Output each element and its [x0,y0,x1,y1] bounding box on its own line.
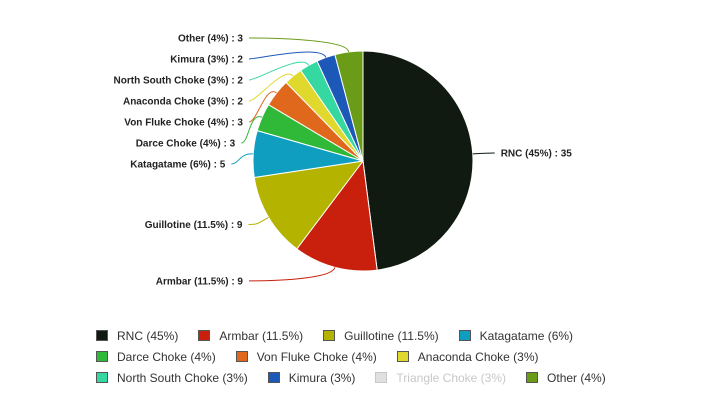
pie-slice-guillotine[interactable] [253,160,365,250]
legend-swatch [323,330,336,341]
data-label-darce-choke: Darce Choke (4%) : 3 [136,139,236,150]
legend-item-anaconda-choke[interactable]: Anaconda Choke (3%) [396,349,539,364]
leader-line-katagatame [231,153,254,165]
pie-slice-rnc[interactable] [362,50,474,271]
legend-swatch [96,372,108,383]
leader-line-darce-choke [240,116,263,144]
leader-line-north-south-choke [248,61,310,81]
legend-label: RNC (45%) [117,328,179,343]
legend-label: Guillotine (11.5%) [344,328,439,343]
legend-item-darce-choke[interactable]: Darce Choke (4%) [96,350,216,364]
legend-label: Other (4%) [547,370,606,385]
legend-swatch [526,372,539,383]
data-label-katagatame: Katagatame (6%) : 5 [130,160,225,171]
leader-lines [231,37,495,282]
legend-label: Von Fluke Choke (4%) [256,349,377,364]
data-label-von-fluke-choke: Von Fluke Choke (4%) : 3 [124,118,243,129]
legend-label: Triangle Choke (3%) [396,370,507,385]
legend-item-guillotine[interactable]: Guillotine (11.5%) [323,329,439,343]
data-label-anaconda-choke: Anaconda Choke (3%) : 2 [123,97,243,108]
legend-swatch [396,351,409,362]
data-label-other: Other (4%) : 3 [178,34,243,45]
leader-line-other [248,37,350,53]
legend-row: North South Choke (3%) Kimura (3%) Trian… [96,367,716,388]
legend-label: Anaconda Choke (3%) [417,349,539,364]
legend-item-rnc[interactable]: RNC (45%) [96,329,178,343]
legend-row: Darce Choke (4%) Von Fluke Choke (4%) An… [96,346,716,367]
legend-item-other[interactable]: Other (4%) [526,371,606,385]
legend-row: RNC (45%) Armbar (11.5%) Guillotine (11.… [96,325,716,346]
legend-swatch [96,351,108,362]
pie-chart: RNC (45%) : 35 Other (4%) : 3 Kimura (3%) … [114,34,573,288]
leader-line-guillotine [248,216,269,225]
legend-swatch [198,330,211,341]
data-label-rnc: RNC (45%) : 35 [501,149,573,160]
legend-item-kimura[interactable]: Kimura (3%) [267,370,356,385]
legend-swatch [267,372,280,383]
leader-line-anaconda-choke [248,73,294,102]
legend-swatch [458,330,471,341]
legend-item-armbar[interactable]: Armbar (11.5%) [198,329,303,343]
data-label-guillotine: Guillotine (11.5%) : 9 [145,220,243,231]
data-labels: RNC (45%) : 35 Other (4%) : 3 Kimura (3%) … [114,34,573,288]
pie-slices [252,50,474,272]
leader-line-von-fluke-choke [248,91,277,123]
legend-swatch [96,330,108,341]
legend-swatch [235,351,248,362]
legend-label: Armbar (11.5%) [219,328,304,343]
data-label-north-south-choke: North South Choke (3%) : 2 [114,76,244,87]
legend-item-north-south-choke[interactable]: North South Choke (3%) [96,371,248,385]
legend-label: Kimura (3%) [288,370,356,385]
leader-line-armbar [248,267,336,282]
data-label-armbar: Armbar (11.5%) : 9 [156,276,244,287]
pie-slice-armbar[interactable] [296,159,378,272]
leader-line-rnc [472,152,495,155]
legend-label: Katagatame (6%) [479,328,574,343]
legend-item-katagatame[interactable]: Katagatame (6%) [458,328,574,343]
legend-swatch [375,372,388,383]
data-label-kimura: Kimura (3%) : 2 [170,55,243,66]
legend-item-triangle-choke[interactable]: Triangle Choke (3%) [375,371,506,385]
leader-line-kimura [248,51,327,60]
legend-label: Darce Choke (4%) [117,349,216,364]
legend: RNC (45%) Armbar (11.5%) Guillotine (11.… [96,325,716,388]
pie-slice-other[interactable] [334,50,364,162]
legend-item-von-fluke-choke[interactable]: Von Fluke Choke (4%) [235,349,377,364]
legend-label: North South Choke (3%) [117,370,248,385]
